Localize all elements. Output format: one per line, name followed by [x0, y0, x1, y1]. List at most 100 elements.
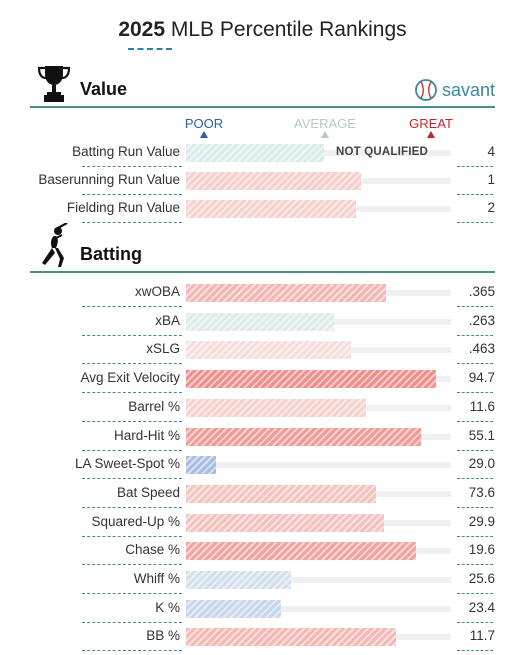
metric-value: 1 [487, 172, 495, 187]
metric-value: .263 [468, 312, 495, 328]
percentile-bar [186, 398, 366, 417]
metric-label: Avg Exit Velocity [80, 370, 180, 386]
metric-label: Whiff % [133, 571, 180, 586]
savant-brand-text: savant [441, 79, 495, 100]
percentile-bar [186, 172, 361, 190]
value-divider [457, 392, 493, 394]
value-divider [457, 194, 493, 195]
metric-row: Squared-Up % 29.9 [0, 510, 525, 538]
metric-label: K % [155, 599, 180, 615]
percentile-track [186, 462, 451, 469]
scale-poor-label: POOR [184, 116, 224, 131]
value-divider [457, 535, 493, 537]
batting-section-header: Batting [30, 223, 495, 273]
value-divider [457, 306, 493, 307]
row-divider [82, 535, 182, 537]
metric-row: xSLG .463 [0, 337, 525, 365]
value-divider [457, 363, 493, 365]
metric-value: 11.6 [469, 398, 495, 414]
percentile-bar [186, 427, 421, 446]
metric-row: Whiff % 25.6 [0, 567, 525, 595]
scale-poor-arrow [200, 131, 208, 138]
row-divider [82, 506, 182, 508]
value-divider [457, 478, 493, 480]
metric-label: LA Sweet-Spot % [74, 456, 180, 472]
row-divider [82, 564, 182, 566]
metric-value: 23.4 [468, 599, 495, 615]
metric-row: BB % 11.7 [0, 624, 525, 652]
row-divider [82, 449, 182, 451]
metric-label: Barrel % [128, 398, 180, 414]
metric-label: Bat Speed [116, 484, 180, 500]
percentile-track [186, 577, 451, 583]
percentile-bar [186, 542, 416, 561]
metric-row: Bat Speed 73.6 [0, 481, 525, 509]
value-divider [457, 621, 493, 623]
metric-value: 2 [487, 200, 495, 215]
metric-value: .365 [468, 284, 495, 299]
percentile-bar [186, 144, 324, 162]
metric-row: Hard-Hit % 55.1 [0, 424, 525, 452]
metric-value: 11.7 [469, 628, 495, 644]
baseball-icon [415, 79, 437, 101]
metric-label: Batting Run Value [72, 144, 180, 159]
trophy-icon [37, 66, 71, 102]
title-text: MLB Percentile Rankings [165, 18, 407, 41]
percentile-bar [186, 284, 386, 302]
metric-label: BB % [146, 628, 180, 644]
scale-great-label: GREAT [409, 116, 453, 131]
savant-logo[interactable]: savant [414, 78, 495, 102]
metric-value: .463 [468, 341, 495, 357]
row-divider [82, 420, 182, 422]
metric-row: LA Sweet-Spot % 29.0 [0, 452, 525, 480]
batting-section-title: Batting [80, 244, 142, 264]
scale-great-arrow [427, 131, 435, 138]
percentile-bar [186, 200, 356, 218]
metric-label: Chase % [125, 542, 180, 558]
metric-row: K % 23.4 [0, 596, 525, 624]
row-divider [82, 593, 182, 594]
metric-label: Hard-Hit % [113, 427, 180, 443]
percentile-bar [186, 484, 376, 503]
percentile-bar [186, 628, 396, 647]
row-divider [82, 334, 182, 336]
metric-value: 73.6 [468, 484, 495, 500]
row-divider [82, 478, 182, 480]
page-title: 2025 MLB Percentile Rankings [0, 18, 525, 42]
value-section-title: Value [80, 79, 128, 99]
value-divider [457, 564, 493, 566]
row-divider [82, 306, 182, 307]
percentile-bar [186, 370, 436, 389]
metric-row: Avg Exit Velocity 94.7 [0, 366, 525, 394]
scale-average-arrow [321, 131, 329, 138]
metric-label: Squared-Up % [91, 513, 180, 529]
value-divider [457, 449, 493, 451]
metric-label: Fielding Run Value [66, 200, 180, 215]
value-divider [457, 166, 493, 167]
metric-label: xSLG [146, 341, 180, 357]
metric-label: xwOBA [134, 284, 180, 299]
title-year: 2025 [118, 18, 166, 41]
percentile-bar [186, 599, 281, 618]
value-divider [457, 222, 493, 223]
metric-value: 55.1 [468, 427, 495, 443]
metric-row: Fielding Run Value 2 [0, 196, 525, 224]
row-divider [82, 650, 182, 652]
row-divider [82, 166, 182, 167]
percentile-bar [186, 341, 351, 360]
metric-row: Barrel % 11.6 [0, 395, 525, 423]
metric-value: 19.6 [468, 542, 495, 558]
percentile-bar [186, 312, 334, 331]
percentile-bar [186, 571, 291, 589]
percentile-track [186, 605, 451, 612]
row-divider [82, 222, 182, 223]
title-underline [128, 48, 172, 50]
value-divider [457, 506, 493, 508]
batter-icon [42, 223, 68, 267]
scale-average-label: AVERAGE [294, 116, 356, 131]
row-divider [82, 621, 182, 623]
row-divider [82, 194, 182, 195]
metric-value: 29.9 [468, 513, 495, 529]
metric-row: xBA .263 [0, 309, 525, 337]
